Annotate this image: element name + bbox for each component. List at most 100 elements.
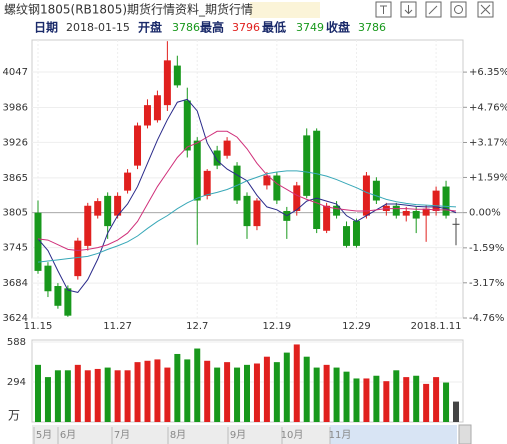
candle-body (392, 205, 400, 216)
candle-body (54, 286, 62, 306)
volume-bar (184, 359, 191, 422)
candle-body (263, 175, 271, 186)
volume-bar (393, 370, 400, 422)
high-value: 3796 (232, 21, 260, 34)
candle-body (193, 140, 201, 201)
volume-bar (263, 356, 270, 422)
edit-icon (428, 5, 438, 15)
volume-bar (353, 378, 360, 422)
volume-bar (154, 359, 161, 422)
highlight (250, 2, 320, 18)
y2-tick-label: 0.00% (469, 208, 501, 219)
timeline-label: 7月 (114, 429, 130, 441)
download-button[interactable] (400, 1, 417, 18)
candle-body (273, 175, 281, 201)
volume-bar (114, 370, 121, 422)
volume-bar (244, 364, 250, 422)
refresh-icon (454, 5, 463, 14)
volume-bar (134, 362, 141, 422)
x-tick-label: 2018.1.11 (411, 321, 462, 332)
volume-bar (253, 363, 260, 422)
timeline-label: 11月 (329, 429, 352, 441)
volume-bar (234, 367, 241, 422)
candle-body (323, 205, 331, 231)
candle-body (313, 130, 321, 230)
volume-bar (84, 370, 91, 422)
timeline-scroll[interactable] (458, 424, 472, 444)
volume-bar (303, 356, 310, 422)
x-tick-label: 12.7 (186, 321, 208, 332)
volume-unit: 万 (8, 409, 20, 423)
volume-bar (224, 362, 231, 422)
open-value: 3786 (172, 21, 200, 34)
volume-bar (194, 348, 201, 422)
candle-body (134, 125, 142, 166)
x-tick-label: 12.19 (263, 321, 292, 332)
volume-bar (164, 367, 171, 422)
volume-bar (343, 371, 350, 422)
volume-bar (453, 401, 459, 422)
y-tick-label: 3624 (3, 313, 28, 324)
x-tick-label: 11.27 (103, 321, 132, 332)
toolbar (375, 1, 494, 18)
candle-body (44, 265, 52, 292)
candle-body (442, 186, 450, 216)
pin-icon (380, 5, 387, 14)
volume-bar (214, 367, 221, 422)
y2-tick-label: +3.17% (469, 137, 507, 148)
edit-button[interactable] (425, 1, 442, 18)
candle-body (452, 223, 460, 225)
y-tick-label: 3986 (3, 102, 28, 113)
candle-body (303, 135, 311, 196)
pin-button[interactable] (375, 1, 392, 18)
volume-bar (293, 344, 300, 422)
moving-average (37, 170, 457, 263)
date-value: 2018-01-15 (66, 21, 130, 34)
volume-bar (54, 370, 61, 422)
candle-body (213, 150, 221, 166)
candle-body (143, 105, 151, 126)
candle-body (253, 200, 261, 227)
y-tick-label: 3745 (3, 243, 28, 254)
volume-bar (144, 360, 151, 422)
y-tick-label: 3865 (3, 173, 28, 184)
timeline-label: 8月 (170, 429, 186, 441)
volume-bar (64, 370, 71, 422)
volume-bar (174, 353, 181, 422)
timeline-label: 10月 (281, 429, 304, 441)
candle-body (64, 288, 72, 316)
volume-bar (94, 368, 101, 422)
timeline-label: 6月 (60, 429, 76, 441)
x-tick-label: 12.29 (342, 321, 371, 332)
close-button[interactable] (477, 1, 494, 18)
volume-bar (44, 377, 51, 422)
volume-bar (443, 382, 450, 422)
volume-bar (403, 377, 410, 422)
timeline-window[interactable] (330, 425, 457, 444)
volume-bar (433, 377, 440, 422)
timeline-label: 5月 (36, 429, 52, 441)
y2-tick-label: -3.17% (469, 278, 504, 289)
candle-body (163, 60, 171, 106)
download-icon (404, 5, 413, 15)
volume-bar (35, 364, 41, 422)
candle-body (422, 208, 430, 216)
candle-body (372, 180, 380, 201)
timeline-label: 9月 (230, 429, 246, 441)
candle-body (124, 172, 132, 191)
moving-average (37, 130, 457, 252)
candle-body (203, 170, 211, 196)
candle-body (183, 100, 191, 151)
volume-tick-label: 294 (7, 377, 26, 388)
window-title: 螺纹钢1805(RB1805)期货行情资料_期货行情 (4, 2, 253, 17)
candle-body (114, 195, 122, 216)
candle-body (432, 190, 440, 211)
refresh-button[interactable] (450, 1, 467, 18)
candle-body (293, 185, 301, 211)
y-tick-label: 3684 (3, 278, 28, 289)
date-label: 日期 (34, 20, 58, 35)
volume-bar (104, 367, 111, 422)
volume-bar (124, 370, 131, 422)
y-tick-label: 4047 (3, 67, 28, 78)
candle-body (223, 140, 231, 156)
